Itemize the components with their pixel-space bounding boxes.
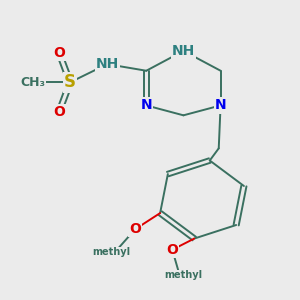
Text: methyl: methyl [92, 248, 130, 257]
Text: S: S [64, 73, 76, 91]
Text: N: N [140, 98, 152, 112]
Text: O: O [167, 243, 178, 257]
Text: NH: NH [96, 57, 119, 71]
Text: O: O [53, 105, 65, 119]
Text: NH: NH [172, 44, 195, 58]
Text: N: N [215, 98, 226, 112]
Text: O: O [53, 46, 65, 60]
Text: O: O [129, 222, 141, 236]
Text: methyl: methyl [164, 271, 202, 281]
Text: CH₃: CH₃ [20, 76, 46, 89]
